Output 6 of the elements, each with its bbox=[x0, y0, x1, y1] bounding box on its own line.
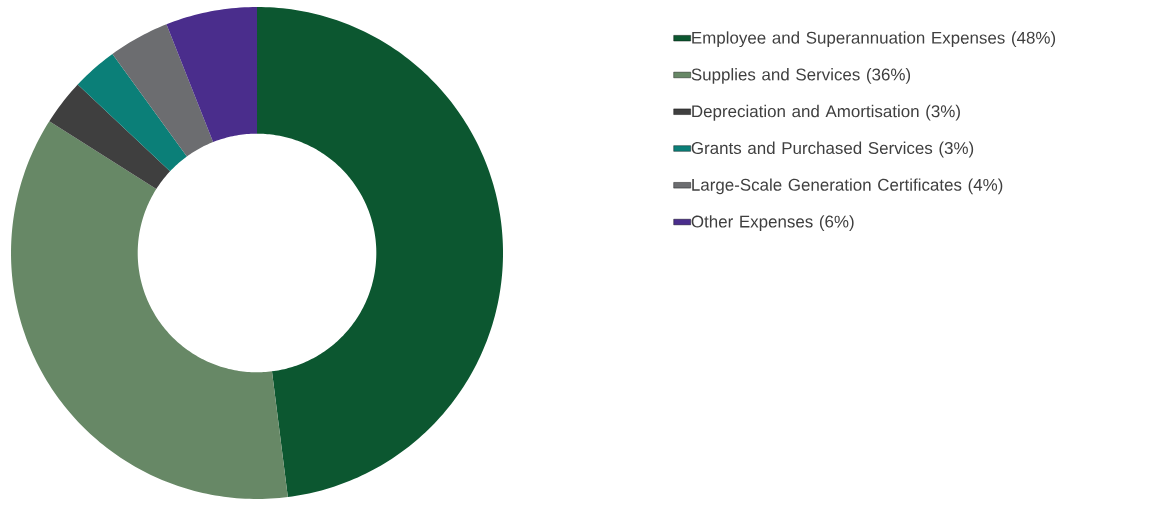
legend-label: Supplies and Services (36%) bbox=[691, 68, 911, 84]
legend-label: Other Expenses (6%) bbox=[691, 215, 854, 231]
legend-label: Employee and Superannuation Expenses (48%) bbox=[692, 31, 1056, 48]
legend-label: Grants and Purchased Services (3%) bbox=[691, 141, 974, 158]
legend-label: Large-Scale Generation Certificates (4%) bbox=[692, 178, 1003, 195]
legend-label: Depreciation and Amortisation (3%) bbox=[692, 104, 960, 121]
